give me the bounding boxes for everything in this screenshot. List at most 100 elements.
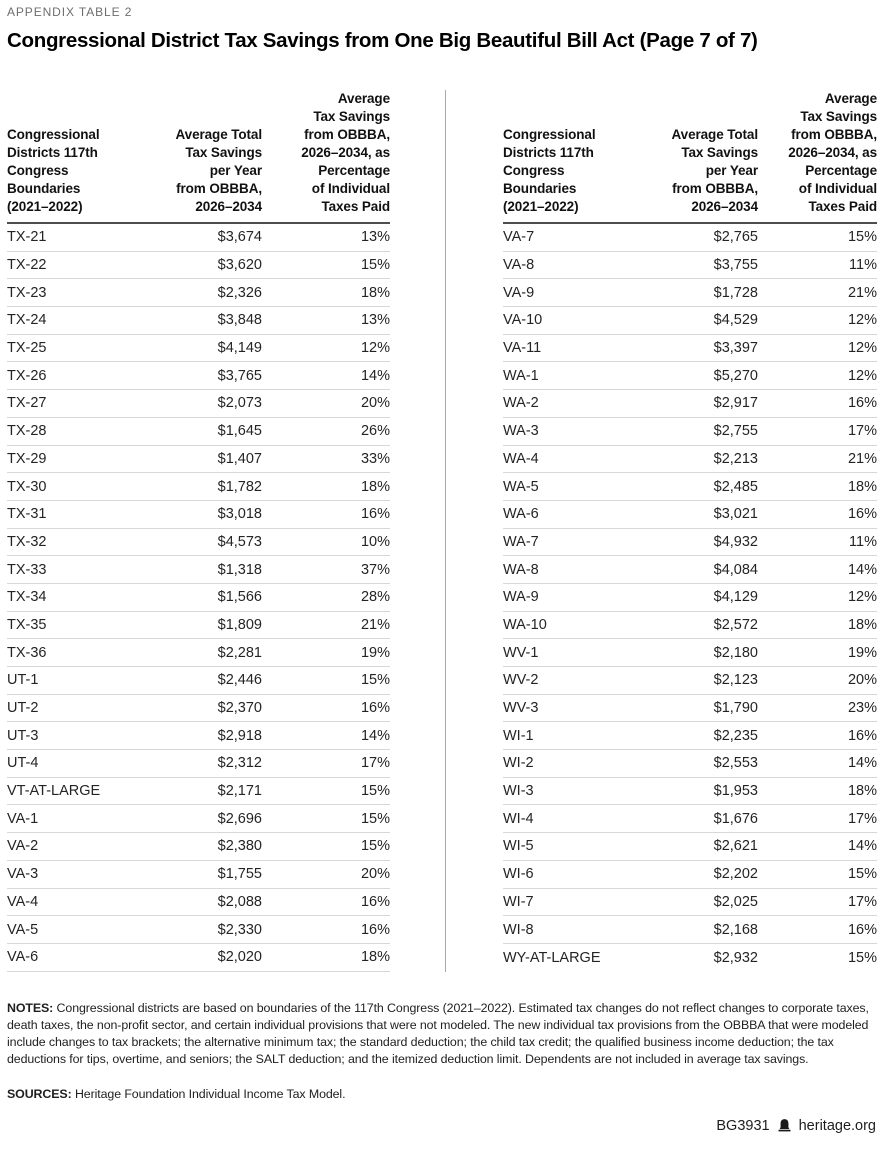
percent-cell: 15% — [847, 949, 877, 966]
district-cell: WA-7 — [503, 533, 539, 550]
district-cell: WI-2 — [503, 755, 534, 772]
table-row: WA-6 $3,021 16% — [503, 501, 877, 529]
percent-cell: 12% — [847, 340, 877, 357]
savings-cell: $3,755 — [713, 257, 758, 274]
savings-cell: $2,202 — [713, 866, 758, 883]
right-table-body: VA-7 $2,765 15% VA-8 $3,755 11% VA-9 $1,728 21% V… — [503, 224, 877, 972]
table-row: TX-32 $4,573 10% — [7, 529, 390, 557]
table-row: WI-1 $2,235 16% — [503, 722, 877, 751]
district-cell: VA-4 — [7, 893, 39, 910]
savings-cell: $1,782 — [217, 478, 262, 495]
savings-cell: $2,553 — [713, 755, 758, 772]
percent-cell: 15% — [360, 838, 390, 855]
percent-cell: 17% — [847, 893, 877, 910]
district-cell: WA-1 — [503, 367, 539, 384]
savings-cell: $2,621 — [713, 838, 758, 855]
savings-cell: $3,021 — [713, 506, 758, 523]
percent-column-header: Average Tax Savings from OBBBA, 2026–203… — [301, 91, 390, 214]
table-row: VA-11 $3,397 12% — [503, 335, 877, 363]
table-row: TX-34 $1,566 28% — [7, 584, 390, 612]
savings-cell: $4,573 — [217, 533, 262, 550]
district-cell: WI-7 — [503, 893, 534, 910]
table-row: WI-7 $2,025 17% — [503, 889, 877, 917]
table-row: WI-2 $2,553 14% — [503, 750, 877, 778]
district-cell: WA-10 — [503, 616, 547, 633]
district-cell: TX-34 — [7, 589, 47, 606]
table-row: UT-1 $2,446 15% — [7, 667, 390, 695]
savings-cell: $3,848 — [217, 312, 262, 329]
percent-cell: 11% — [849, 533, 877, 550]
savings-cell: $2,025 — [713, 893, 758, 910]
savings-cell: $3,018 — [217, 506, 262, 523]
table-row: TX-27 $2,073 20% — [7, 390, 390, 418]
percent-cell: 16% — [360, 893, 390, 910]
percent-cell: 20% — [360, 395, 390, 412]
district-cell: WI-4 — [503, 810, 534, 827]
savings-cell: $4,149 — [217, 340, 262, 357]
savings-cell: $3,620 — [217, 257, 262, 274]
vertical-divider — [445, 90, 446, 972]
report-id: BG3931 — [716, 1117, 770, 1134]
savings-cell: $2,330 — [217, 921, 262, 938]
table-row: TX-31 $3,018 16% — [7, 501, 390, 529]
table-row: TX-25 $4,149 12% — [7, 335, 390, 363]
percent-cell: 12% — [847, 312, 877, 329]
district-cell: WA-2 — [503, 395, 539, 412]
percent-cell: 15% — [847, 866, 877, 883]
savings-cell: $2,696 — [217, 810, 262, 827]
table-row: WI-8 $2,168 16% — [503, 916, 877, 944]
district-cell: WI-5 — [503, 838, 534, 855]
table-row: VA-6 $2,020 18% — [7, 944, 390, 972]
left-table-header: Congressional Districts 117th Congress B… — [7, 90, 390, 224]
table-row: VA-1 $2,696 15% — [7, 805, 390, 834]
district-cell: VA-2 — [7, 838, 39, 855]
district-cell: WV-2 — [503, 672, 539, 689]
savings-cell: $1,566 — [217, 589, 262, 606]
savings-cell: $2,281 — [217, 644, 262, 661]
savings-cell: $2,171 — [217, 783, 262, 800]
percent-cell: 18% — [847, 478, 877, 495]
heritage-bell-icon — [777, 1118, 792, 1133]
table-row: UT-4 $2,312 17% — [7, 750, 390, 778]
left-table-body: TX-21 $3,674 13% TX-22 $3,620 15% TX-23 $2,326 1… — [7, 224, 390, 972]
table-row: WA-3 $2,755 17% — [503, 418, 877, 446]
percent-cell: 23% — [847, 700, 877, 717]
district-cell: VA-8 — [503, 257, 535, 274]
table-row: WA-2 $2,917 16% — [503, 390, 877, 418]
savings-cell: $4,084 — [713, 561, 758, 578]
district-cell: TX-28 — [7, 423, 47, 440]
district-cell: WA-9 — [503, 589, 539, 606]
savings-cell: $2,020 — [217, 949, 262, 966]
percent-cell: 12% — [847, 589, 877, 606]
table-row: WV-3 $1,790 23% — [503, 695, 877, 723]
sources-paragraph: SOURCES: Heritage Foundation Individual … — [7, 1086, 877, 1103]
percent-cell: 14% — [360, 727, 390, 744]
district-cell: TX-27 — [7, 395, 47, 412]
savings-cell: $2,917 — [713, 395, 758, 412]
table-row: WA-10 $2,572 18% — [503, 612, 877, 640]
table-row: VA-2 $2,380 15% — [7, 833, 390, 861]
savings-cell: $2,380 — [217, 838, 262, 855]
savings-cell: $2,755 — [713, 423, 758, 440]
savings-cell: $3,397 — [713, 340, 758, 357]
district-cell: WA-5 — [503, 478, 539, 495]
table-row: WV-1 $2,180 19% — [503, 639, 877, 667]
percent-cell: 20% — [847, 672, 877, 689]
percent-column-header: Average Tax Savings from OBBBA, 2026–203… — [788, 91, 877, 214]
table-row: WA-4 $2,213 21% — [503, 446, 877, 474]
savings-cell: $2,213 — [713, 450, 758, 467]
site-link[interactable]: heritage.org — [798, 1117, 876, 1134]
percent-cell: 18% — [360, 284, 390, 301]
district-cell: TX-32 — [7, 533, 47, 550]
district-cell: VA-6 — [7, 949, 39, 966]
table-row: WI-5 $2,621 14% — [503, 833, 877, 861]
percent-cell: 16% — [360, 700, 390, 717]
district-cell: WV-3 — [503, 700, 539, 717]
percent-cell: 14% — [360, 367, 390, 384]
savings-column-header: Average Total Tax Savings per Year from … — [671, 127, 759, 214]
savings-cell: $1,407 — [217, 450, 262, 467]
district-cell: WI-3 — [503, 783, 534, 800]
district-cell: WA-4 — [503, 450, 539, 467]
district-cell: TX-26 — [7, 367, 47, 384]
percent-cell: 18% — [360, 949, 390, 966]
